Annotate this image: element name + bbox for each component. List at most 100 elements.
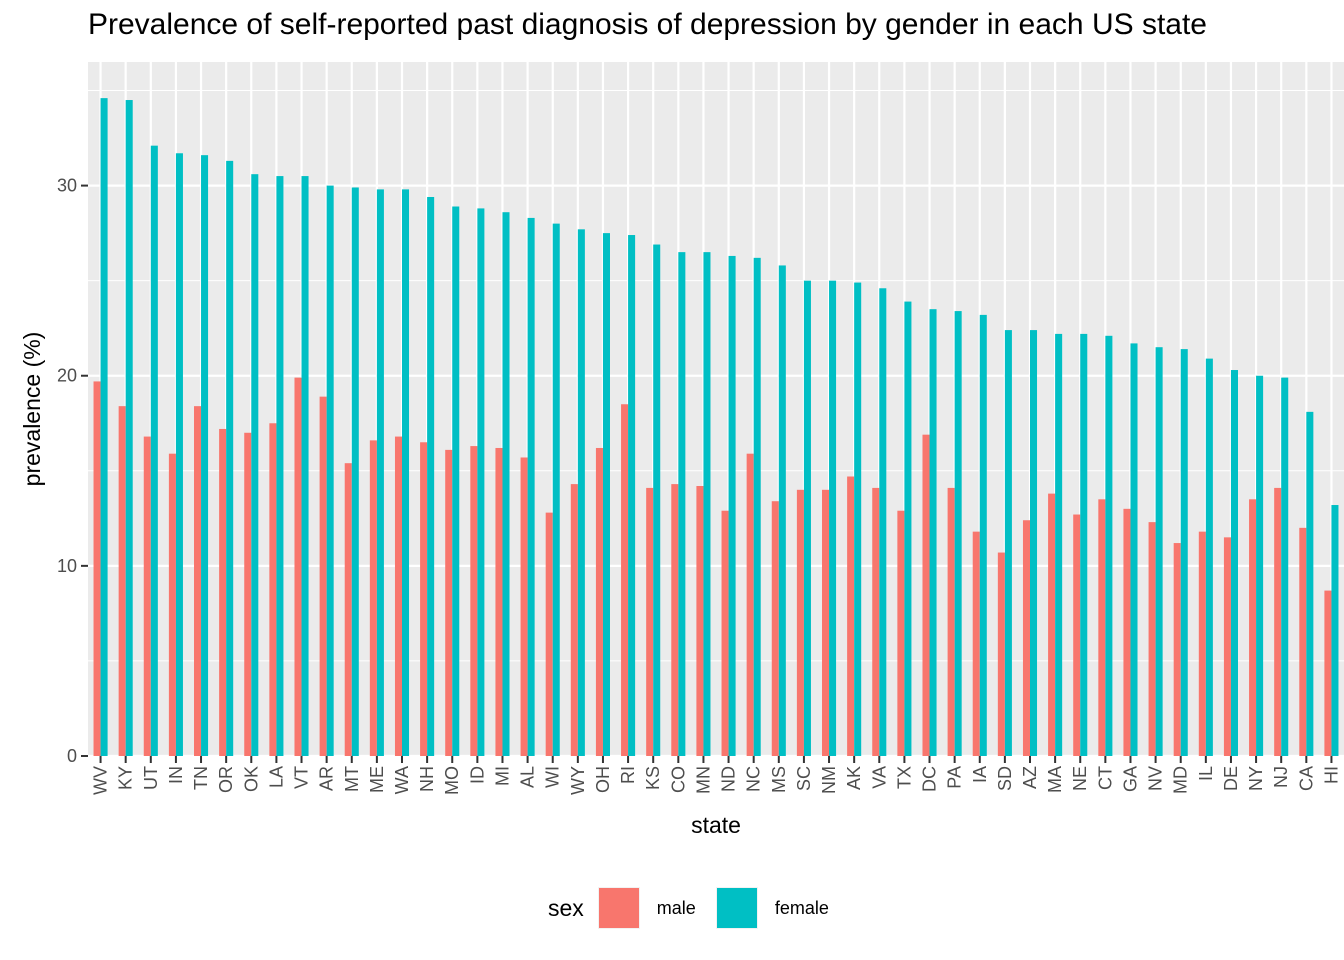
bar-female-NE [1080,333,1088,756]
bar-male-TN [194,406,202,756]
bar-male-ND [721,510,729,756]
x-tick-label: MD [1171,766,1191,794]
bar-male-NC [746,453,754,756]
x-tick-label: UT [141,766,161,790]
x-tick-label: SD [995,766,1015,791]
bar-female-WA [402,189,410,756]
bar-female-UT [150,145,158,756]
bar-male-VA [872,487,880,756]
legend-label-female: female [774,897,829,918]
x-tick-label: OK [241,766,261,792]
bar-male-MI [495,447,503,756]
bar-female-MA [1055,333,1063,756]
bar-male-MS [771,501,779,756]
bar-female-ND [728,255,736,756]
bar-male-WI [545,512,553,756]
bar-female-MO [452,206,460,757]
x-tick-label: ME [367,766,387,793]
bar-female-MS [778,265,786,756]
legend-title: sex [548,894,584,921]
x-tick-label: AR [317,766,337,791]
bar-female-NC [753,257,761,756]
legend-label-male: male [656,897,696,918]
x-tick-label: ID [467,766,487,784]
bar-female-AR [326,185,334,756]
x-tick-label: RI [618,766,638,784]
x-tick-label: NE [1070,766,1090,791]
x-tick-label: KS [643,766,663,790]
bar-male-IA [972,531,980,756]
bar-male-CT [1098,499,1106,756]
y-axis-title: prevalence (%) [19,332,45,487]
legend: sex male female [548,886,849,930]
bar-male-DE [1223,537,1231,756]
bar-female-WV [100,98,108,756]
bar-female-WY [577,229,585,756]
bar-male-MO [445,449,453,756]
bar-male-DC [922,434,930,756]
bar-female-NM [829,280,837,756]
x-tick-label: TX [894,766,914,789]
x-tick-label: AL [518,766,538,788]
bar-female-IL [1205,358,1213,756]
bar-male-NE [1073,514,1081,756]
x-tick-label: TN [191,766,211,790]
bar-female-CA [1306,411,1314,756]
bar-female-DC [929,309,937,756]
x-tick-label: DC [920,766,940,792]
bar-male-OR [219,428,227,756]
bar-female-CO [678,252,686,756]
bar-female-MI [502,212,510,756]
bar-female-GA [1130,343,1138,756]
x-tick-label: NJ [1271,766,1291,788]
x-tick-label: WY [568,766,588,795]
bar-female-OH [602,233,610,756]
bars [93,98,1339,757]
bar-female-IA [979,314,987,756]
bar-male-AR [319,396,327,756]
x-tick-label: NC [744,766,764,792]
bar-male-SC [796,489,804,756]
bar-female-NJ [1281,377,1289,756]
x-tick-label: NH [417,766,437,792]
bar-female-IN [175,153,183,756]
bar-male-MA [1048,493,1056,756]
bar-female-AZ [1030,330,1038,756]
x-tick-label: GA [1120,766,1140,792]
x-tick-label: AZ [1020,766,1040,789]
x-tick-label: PA [945,766,965,789]
y-tick-label: 0 [67,746,77,766]
bar-female-NY [1256,375,1264,756]
bar-male-MT [344,463,352,756]
x-axis: WV KY UT IN TN OR OK LA VT AR MT ME WA NH MO ID MI AL WI WY… [91,756,1341,795]
bar-male-CA [1299,527,1307,756]
bar-male-PA [947,487,955,756]
bar-male-WY [570,484,578,756]
x-tick-label: WV [91,766,111,795]
x-tick-label: MO [442,766,462,795]
x-tick-label: ND [719,766,739,792]
bar-male-RI [621,404,629,756]
x-tick-label: OH [593,766,613,793]
x-tick-label: WA [392,766,412,794]
bar-male-WV [93,381,101,756]
bar-female-TX [904,301,912,756]
chart-title: Prevalence of self-reported past diagnos… [88,8,1207,41]
legend-swatch-female [716,888,757,928]
bar-male-SD [997,552,1005,756]
x-tick-label: IA [970,766,990,783]
x-tick-label: CA [1296,766,1316,791]
x-tick-label: DE [1221,766,1241,791]
bar-female-OK [251,174,259,757]
x-tick-label: LA [266,766,286,788]
bar-female-LA [276,176,284,756]
bar-male-HI [1324,590,1332,756]
bar-male-MN [696,486,704,756]
x-tick-label: MA [1045,766,1065,793]
y-tick-label: 30 [57,176,77,196]
bar-male-AL [520,457,528,756]
x-tick-label: MT [342,766,362,792]
bar-female-KY [125,100,133,756]
legend-key-female [715,887,758,929]
